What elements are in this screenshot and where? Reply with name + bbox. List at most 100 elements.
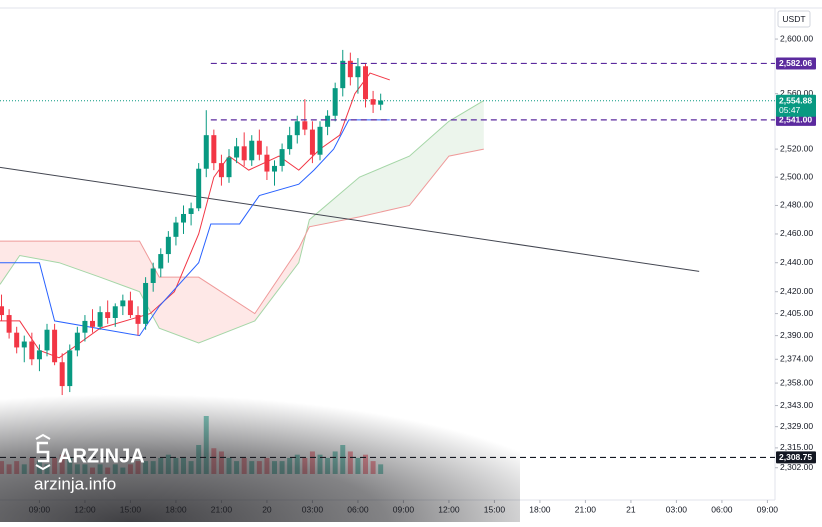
y-tick-label: 2,358.00 bbox=[780, 377, 813, 387]
candle-body bbox=[158, 254, 164, 269]
candle-body bbox=[90, 320, 96, 327]
cloud-span-a bbox=[0, 100, 485, 344]
indicator-line bbox=[0, 119, 390, 337]
candle-body bbox=[241, 146, 247, 161]
candle-body bbox=[97, 312, 103, 327]
candle-body bbox=[317, 126, 323, 155]
price-label: 2,582.06 bbox=[779, 58, 812, 68]
candle-body bbox=[249, 140, 255, 161]
candle-body bbox=[279, 149, 285, 166]
watermark-site: arzinja.info bbox=[34, 474, 116, 493]
candle-body bbox=[165, 236, 171, 255]
candle-body bbox=[218, 163, 224, 178]
y-tick-label: 2,480.00 bbox=[780, 200, 813, 210]
candle-body bbox=[120, 300, 126, 307]
cloud-segment bbox=[254, 248, 299, 321]
candle-body bbox=[211, 135, 217, 164]
y-tick-label: 2,329.00 bbox=[780, 421, 813, 431]
watermark-logo bbox=[35, 433, 51, 471]
y-tick-label: 2,440.00 bbox=[780, 257, 813, 267]
candle-body bbox=[226, 157, 232, 178]
candle-body bbox=[21, 341, 27, 348]
price-label-box bbox=[776, 57, 816, 70]
candle-body bbox=[294, 121, 300, 136]
x-tick-label: 06:00 bbox=[711, 504, 733, 514]
candle-body bbox=[332, 88, 338, 116]
cloud-segment bbox=[19, 241, 60, 263]
candle-body bbox=[309, 129, 315, 155]
candle-body bbox=[256, 140, 262, 155]
trendline bbox=[0, 166, 700, 272]
y-tick-label: 2,302.00 bbox=[780, 462, 813, 472]
x-tick-label: 18:00 bbox=[529, 504, 551, 514]
cloud-segment bbox=[359, 156, 410, 217]
candle-body bbox=[355, 66, 361, 78]
cloud-segment bbox=[59, 241, 101, 278]
y-tick-label: 2,560.00 bbox=[780, 88, 813, 98]
candle-body bbox=[196, 168, 202, 209]
x-tick-label: 03:00 bbox=[666, 504, 688, 514]
candle-body bbox=[14, 332, 20, 348]
candle-body bbox=[36, 350, 42, 360]
x-tick-label: 21 bbox=[626, 504, 636, 514]
candle-body bbox=[340, 60, 346, 89]
candle-body bbox=[188, 208, 194, 214]
candle-body bbox=[105, 312, 111, 318]
y-tick-label: 2,390.00 bbox=[780, 330, 813, 340]
candle-body bbox=[150, 268, 156, 283]
y-tick-label: 2,520.00 bbox=[780, 143, 813, 153]
price-label-box bbox=[776, 113, 816, 126]
candle-body bbox=[112, 306, 118, 318]
candle-body bbox=[272, 165, 278, 172]
candle-body bbox=[135, 315, 141, 324]
cloud-segment bbox=[100, 241, 140, 292]
candle-body bbox=[82, 320, 88, 333]
currency-box bbox=[777, 10, 811, 28]
x-tick-label: 09:00 bbox=[757, 504, 779, 514]
y-tick-label: 2,374.00 bbox=[780, 354, 813, 364]
price-label: 2,541.00 bbox=[779, 115, 812, 125]
candle-body bbox=[203, 135, 209, 169]
candle-body bbox=[6, 315, 12, 333]
candle-body bbox=[378, 100, 384, 105]
candle-body bbox=[143, 282, 149, 324]
candle-body bbox=[67, 350, 73, 387]
price-label-box bbox=[776, 451, 816, 464]
candle-body bbox=[74, 332, 80, 351]
watermark-brand: ARZINJA bbox=[58, 445, 145, 467]
y-tick-label: 2,405.00 bbox=[780, 308, 813, 318]
candle-body bbox=[173, 222, 179, 237]
cloud-segment bbox=[139, 241, 160, 329]
candle-body bbox=[0, 306, 5, 316]
candle-body bbox=[264, 154, 270, 172]
y-tick-label: 2,460.00 bbox=[780, 228, 813, 238]
cloud-segment bbox=[198, 277, 255, 343]
currency: USDT bbox=[782, 14, 805, 24]
candle-body bbox=[29, 341, 35, 360]
candle-body bbox=[370, 99, 376, 105]
candle-body bbox=[52, 329, 58, 363]
y-tick-label: 2,600.00 bbox=[780, 33, 813, 43]
y-tick-label: 2,500.00 bbox=[780, 171, 813, 181]
cloud-segment bbox=[309, 177, 360, 227]
y-tick-label: 2,343.00 bbox=[780, 400, 813, 410]
candle-body bbox=[127, 300, 133, 316]
y-tick-label: 2,315.00 bbox=[780, 442, 813, 452]
last-price-label: 2,554.88 bbox=[779, 95, 812, 105]
candle-body bbox=[181, 213, 187, 223]
last-price-box bbox=[776, 94, 816, 117]
y-tick-label: 2,420.00 bbox=[780, 286, 813, 296]
cloud-segment bbox=[409, 121, 449, 206]
countdown-label: 05:47 bbox=[779, 105, 801, 115]
cloud-span-b bbox=[0, 148, 484, 315]
candle-body bbox=[302, 121, 308, 130]
candle-body bbox=[363, 66, 369, 100]
candle-body bbox=[44, 329, 50, 351]
price-label: 2,308.75 bbox=[779, 452, 812, 462]
watermark-shade bbox=[0, 380, 520, 522]
x-tick-label: 21:00 bbox=[575, 504, 597, 514]
candle-body bbox=[59, 362, 65, 387]
cloud-segment bbox=[159, 277, 199, 343]
candle-body bbox=[234, 146, 240, 158]
